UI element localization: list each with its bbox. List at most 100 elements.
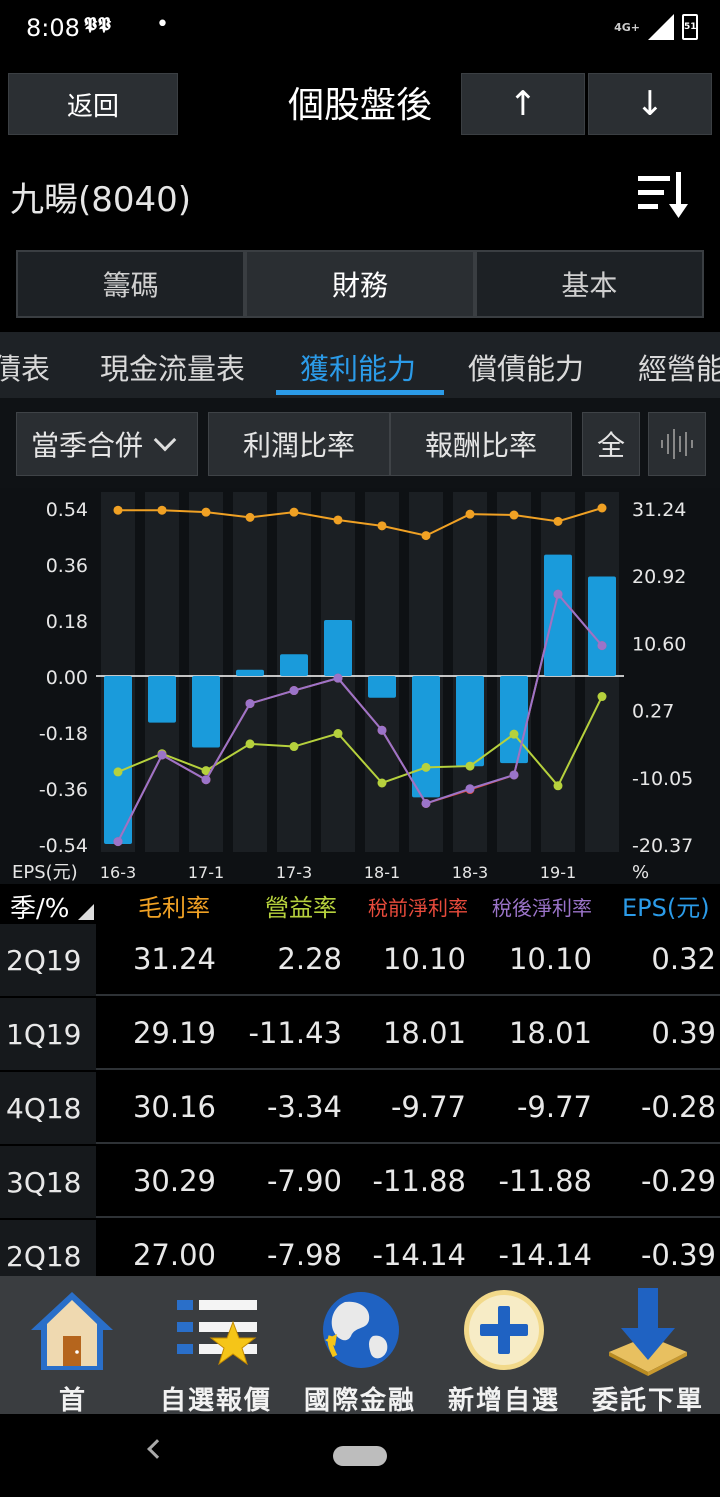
profitability-chart: 0.54 0.36 0.18 0.00 -0.18 -0.36 -0.54 31.24 20.9… bbox=[0, 488, 720, 884]
eps-bar bbox=[104, 676, 132, 844]
series-point bbox=[553, 516, 563, 526]
series-point bbox=[113, 837, 123, 847]
row-gross: 30.16 bbox=[132, 1090, 216, 1124]
back-button[interactable]: 返回 bbox=[8, 73, 178, 135]
chart-toggle-button[interactable] bbox=[648, 412, 706, 476]
return-ratio-button[interactable]: 報酬比率 bbox=[390, 412, 572, 476]
x-axis-tick-label: 16-3 bbox=[100, 863, 136, 882]
period-dropdown-value: 當季合併 bbox=[31, 429, 144, 462]
series-point bbox=[201, 507, 211, 517]
tab-financial[interactable]: 財務 bbox=[245, 250, 475, 318]
row-eps: 0.39 bbox=[651, 1016, 716, 1050]
sort-icon[interactable] bbox=[636, 170, 692, 220]
period-dropdown[interactable]: 當季合併 bbox=[16, 412, 198, 476]
fullscreen-button[interactable]: 全 bbox=[582, 412, 640, 476]
series-point bbox=[421, 762, 431, 772]
globe-icon bbox=[323, 1292, 399, 1368]
left-axis-tick-label: -0.54 bbox=[39, 835, 88, 857]
row-season: 4Q18 bbox=[0, 1072, 96, 1144]
series-point bbox=[553, 589, 563, 599]
nav-add-watchlist[interactable]: 新增自選 bbox=[432, 1276, 576, 1416]
table-row[interactable]: 1Q19 29.19 -11.43 18.01 18.01 0.39 bbox=[0, 998, 720, 1070]
system-nav-bar bbox=[0, 1414, 720, 1497]
status-time: 8:08 bbox=[26, 14, 80, 42]
series-point bbox=[421, 531, 431, 541]
subtab-operating[interactable]: 經營能力 bbox=[638, 352, 720, 386]
x-axis-tick-label: 18-3 bbox=[452, 863, 488, 882]
x-axis-tick-label: 17-3 bbox=[276, 863, 312, 882]
header-operating-margin: 營益率 bbox=[265, 894, 337, 922]
subtab-solvency[interactable]: 償債能力 bbox=[468, 352, 585, 386]
nav-order[interactable]: 委託下單 bbox=[576, 1276, 720, 1416]
subtab-balance-sheet[interactable]: 債表 bbox=[0, 352, 51, 386]
series-point bbox=[201, 775, 211, 785]
chart-column-bg bbox=[453, 492, 487, 852]
battery-icon: 51 bbox=[682, 14, 698, 40]
network-type-label: 4G+ bbox=[614, 20, 640, 34]
next-stock-button[interactable]: ↓ bbox=[588, 73, 712, 135]
house-icon bbox=[31, 1292, 113, 1370]
series-line bbox=[118, 507, 603, 537]
eps-bar bbox=[500, 676, 528, 764]
sub-tabs: 債表 現金流量表 獲利能力 償債能力 經營能力 bbox=[0, 332, 720, 398]
header-season[interactable]: 季/% bbox=[10, 894, 70, 924]
page-title: 個股盤後 bbox=[287, 85, 432, 126]
x-axis-tick-label: 18-1 bbox=[364, 863, 400, 882]
eps-bar bbox=[192, 676, 220, 748]
profit-ratio-button[interactable]: 利潤比率 bbox=[208, 412, 390, 476]
right-axis-tick-label: 10.60 bbox=[632, 633, 686, 655]
chart-column-bg bbox=[409, 492, 443, 852]
row-operating: -11.43 bbox=[248, 1016, 343, 1050]
series-point bbox=[245, 512, 255, 522]
previous-stock-button[interactable]: ↑ bbox=[461, 73, 585, 135]
series-point bbox=[509, 729, 519, 739]
table-row[interactable]: 2Q19 31.24 2.28 10.10 10.10 0.32 bbox=[0, 924, 720, 996]
table-row[interactable]: 2Q18 27.00 -7.98 -14.14 -14.14 -0.39 bbox=[0, 1220, 720, 1276]
signal-icon bbox=[648, 14, 674, 40]
table-row[interactable]: 3Q18 30.29 -7.90 -11.88 -11.88 -0.29 bbox=[0, 1146, 720, 1218]
chart-column-bg bbox=[145, 492, 179, 852]
header-eps: EPS(元) bbox=[622, 894, 710, 922]
system-back-icon[interactable] bbox=[147, 1439, 167, 1459]
tab-basic[interactable]: 基本 bbox=[474, 250, 704, 318]
series-point bbox=[421, 798, 431, 808]
header-aftertax-margin: 稅後淨利率 bbox=[492, 896, 592, 920]
series-point bbox=[465, 784, 475, 794]
row-pretax: -11.88 bbox=[372, 1164, 467, 1198]
series-point bbox=[465, 761, 475, 771]
eps-bar bbox=[280, 654, 308, 676]
system-home-pill[interactable] bbox=[333, 1446, 387, 1466]
series-point bbox=[333, 515, 343, 525]
nav-international[interactable]: 國際金融 bbox=[288, 1276, 432, 1416]
series-point bbox=[113, 505, 123, 515]
row-eps: -0.39 bbox=[640, 1238, 716, 1272]
series-line bbox=[117, 591, 603, 843]
subtab-cash-flow[interactable]: 現金流量表 bbox=[100, 352, 246, 386]
x-axis-tick-label: 17-1 bbox=[188, 863, 224, 882]
nav-watchlist-label: 自選報價 bbox=[159, 1386, 272, 1416]
row-aftertax: -14.14 bbox=[498, 1238, 593, 1272]
right-axis-tick-label: 20.92 bbox=[632, 566, 686, 588]
series-point bbox=[377, 521, 387, 531]
eps-bar bbox=[368, 676, 396, 698]
nav-home[interactable]: 首頁 bbox=[0, 1276, 144, 1453]
series-point bbox=[333, 729, 343, 739]
row-gross: 27.00 bbox=[132, 1238, 216, 1272]
status-indicators: 4G+ 51 bbox=[614, 14, 698, 40]
nav-international-label: 國際金融 bbox=[303, 1386, 416, 1416]
stock-name: 九暘(8040) bbox=[10, 180, 192, 220]
row-aftertax: 18.01 bbox=[508, 1016, 592, 1050]
chevron-down-icon bbox=[153, 428, 177, 452]
series-point bbox=[553, 781, 563, 791]
bottom-nav: 首頁 自選報價 國際金融 新增自選 bbox=[0, 1276, 720, 1453]
table-row[interactable]: 4Q18 30.16 -3.34 -9.77 -9.77 -0.28 bbox=[0, 1072, 720, 1144]
row-aftertax: -9.77 bbox=[516, 1090, 592, 1124]
subtab-profitability[interactable]: 獲利能力 bbox=[300, 352, 417, 386]
nav-watchlist[interactable]: 自選報價 bbox=[144, 1276, 288, 1416]
nav-order-label: 委託下單 bbox=[591, 1386, 704, 1416]
row-pretax: -9.77 bbox=[390, 1090, 466, 1124]
stock-info-row: 九暘(8040) bbox=[0, 148, 720, 242]
tab-chips[interactable]: 籌碼 bbox=[16, 250, 246, 318]
right-axis-label: % bbox=[632, 862, 649, 883]
right-axis-tick-label: 31.24 bbox=[632, 499, 686, 521]
